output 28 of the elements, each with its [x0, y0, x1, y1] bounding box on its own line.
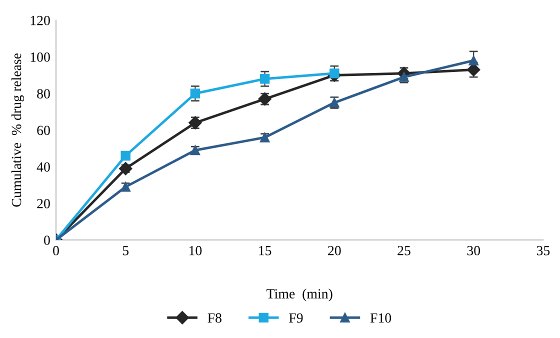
x-tick-label: 10 — [189, 246, 202, 256]
legend-label: F9 — [289, 313, 303, 323]
x-tick-label: 5 — [122, 246, 129, 256]
point — [190, 145, 200, 156]
y-tick-label: 100 — [30, 52, 50, 62]
x-tick-label: 15 — [259, 246, 272, 256]
y-tick-label: 80 — [37, 89, 50, 98]
point — [119, 162, 132, 176]
x-tick-label: 25 — [398, 246, 410, 256]
y-tick-label: 120 — [30, 16, 50, 26]
x-axis-title: Time (min) — [266, 288, 332, 302]
x-tick-label: 30 — [467, 246, 480, 256]
y-tick-label: 0 — [44, 236, 50, 245]
point — [468, 56, 478, 66]
y-tick-label: 20 — [37, 198, 50, 208]
y-axis-title: Cumulative % drug release — [11, 53, 24, 207]
point — [260, 74, 270, 84]
point — [190, 88, 200, 98]
x-tick-label: 35 — [536, 246, 550, 256]
point — [330, 68, 340, 78]
y-tick-label: 40 — [36, 162, 50, 172]
y-tick-label: 60 — [37, 126, 50, 136]
x-tick-label: 0 — [53, 246, 59, 256]
point — [260, 132, 270, 142]
legend-label: F8 — [208, 313, 222, 323]
point — [120, 150, 130, 161]
legend-label: F10 — [370, 313, 392, 323]
x-tick-label: 20 — [328, 246, 341, 256]
